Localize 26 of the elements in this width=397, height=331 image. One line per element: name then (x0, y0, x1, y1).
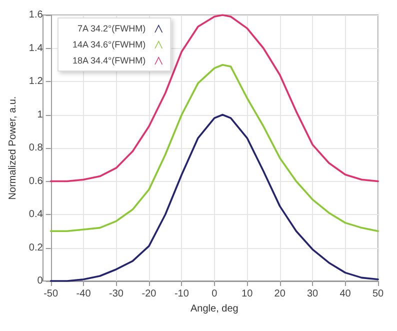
legend-label: 14A 34.6°(FWHM) (72, 40, 146, 50)
legend-label: 7A 34.2°(FWHM) (77, 24, 146, 34)
y-tick-label: 0.4 (28, 209, 44, 220)
x-tick-label: -20 (142, 288, 157, 300)
x-tick-label: -30 (109, 288, 124, 300)
legend-label: 18A 34.4°(FWHM) (72, 56, 146, 66)
y-tick-label: 0.2 (28, 242, 44, 254)
x-tick-label: 20 (274, 288, 286, 300)
x-axis-title: Angle, deg (190, 303, 238, 314)
y-tick-label: 1 (37, 109, 44, 120)
x-tick-label: 50 (372, 288, 384, 300)
x-tick-label: 30 (307, 288, 319, 300)
y-axis-title: Normalized Power, a.u. (8, 96, 18, 200)
x-tick-label: -10 (174, 288, 190, 300)
line-series (50, 64, 379, 232)
x-tick-label: -40 (76, 288, 92, 300)
y-tick-label: 0.6 (28, 176, 44, 187)
y-tick-label: 0 (37, 276, 44, 286)
y-tick-label: 0.8 (28, 142, 44, 154)
y-tick-label: 1.4 (28, 42, 44, 54)
x-tick-label: 40 (340, 288, 352, 300)
x-tick-label: 0 (212, 288, 218, 300)
y-tick-label: 1.2 (28, 76, 44, 87)
y-tick-label: 1.6 (28, 10, 44, 20)
x-tick-label: -50 (44, 288, 58, 300)
x-tick-label: 10 (242, 288, 254, 300)
